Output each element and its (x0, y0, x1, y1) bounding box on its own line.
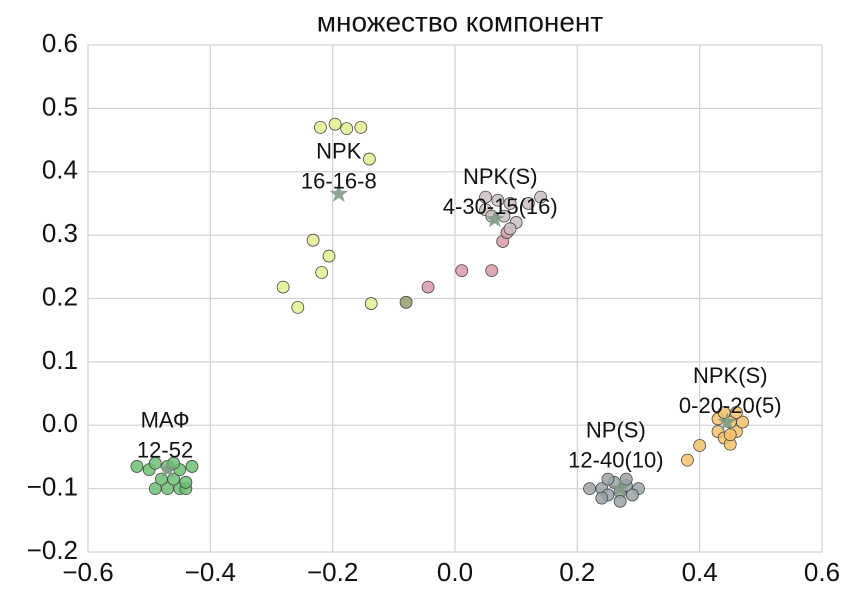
point (479, 190, 492, 204)
y-tick-label: 0.6 (42, 28, 78, 58)
centroid (329, 183, 349, 202)
y-tick-label: 0.3 (42, 218, 78, 248)
point (723, 428, 737, 442)
point (601, 472, 615, 486)
point (421, 280, 435, 294)
point (364, 297, 378, 310)
point (729, 406, 743, 419)
point (736, 415, 749, 429)
point (503, 222, 517, 236)
x-tick-label: −0.4 (185, 557, 236, 587)
y-tick-label: 0.0 (42, 408, 78, 438)
point (185, 460, 199, 473)
point (455, 264, 469, 278)
point (503, 197, 517, 210)
point (315, 266, 329, 279)
y-tick-label: −0.1 (27, 472, 78, 502)
point (693, 439, 707, 452)
point (619, 472, 633, 486)
point (328, 117, 342, 131)
y-tick-label: 0.5 (42, 91, 78, 121)
point (522, 197, 535, 210)
x-tick-label: 0.0 (437, 557, 473, 587)
point (276, 280, 290, 294)
annotation: 16-16-8 (301, 169, 377, 194)
x-tick-label: −0.2 (307, 557, 358, 587)
annotation: NP(S) (586, 417, 646, 442)
y-tick-label: 0.1 (42, 345, 78, 375)
point (534, 190, 548, 204)
point (291, 300, 305, 314)
point (322, 249, 336, 263)
point (613, 494, 627, 508)
annotation: 12-40(10) (568, 447, 663, 472)
point (491, 193, 505, 207)
centroid (485, 209, 505, 228)
annotation: 4-30-15(16) (443, 194, 558, 219)
point (681, 453, 694, 467)
annotation: 12-52 (137, 437, 193, 462)
annotation: NPK(S) (693, 363, 768, 388)
y-tick-label: 0.4 (42, 155, 78, 185)
x-tick-label: 0.4 (682, 557, 718, 587)
x-tick-label: 0.6 (804, 557, 840, 587)
point (148, 456, 162, 470)
point (340, 122, 354, 136)
point (485, 264, 499, 278)
y-tick-label: 0.2 (42, 281, 78, 311)
y-tick-label: −0.2 (27, 535, 78, 565)
point (306, 233, 320, 247)
point (179, 475, 193, 489)
point (354, 120, 368, 134)
point (399, 295, 413, 309)
annotation: 0-20-20(5) (679, 393, 782, 418)
annotation: МАФ (141, 407, 190, 432)
annotation: NPK (316, 139, 362, 164)
centroid (158, 459, 177, 478)
point (362, 152, 376, 166)
point (130, 460, 144, 473)
annotation: NPK(S) (463, 164, 538, 189)
chart-title: множество компонент (317, 6, 604, 37)
point (583, 482, 596, 496)
point (625, 488, 639, 502)
centroid (610, 478, 630, 497)
point (595, 491, 609, 505)
point (314, 120, 327, 134)
x-tick-label: −0.6 (62, 557, 113, 587)
x-tick-label: 0.2 (559, 557, 595, 587)
point (167, 472, 181, 486)
centroid (717, 412, 737, 431)
